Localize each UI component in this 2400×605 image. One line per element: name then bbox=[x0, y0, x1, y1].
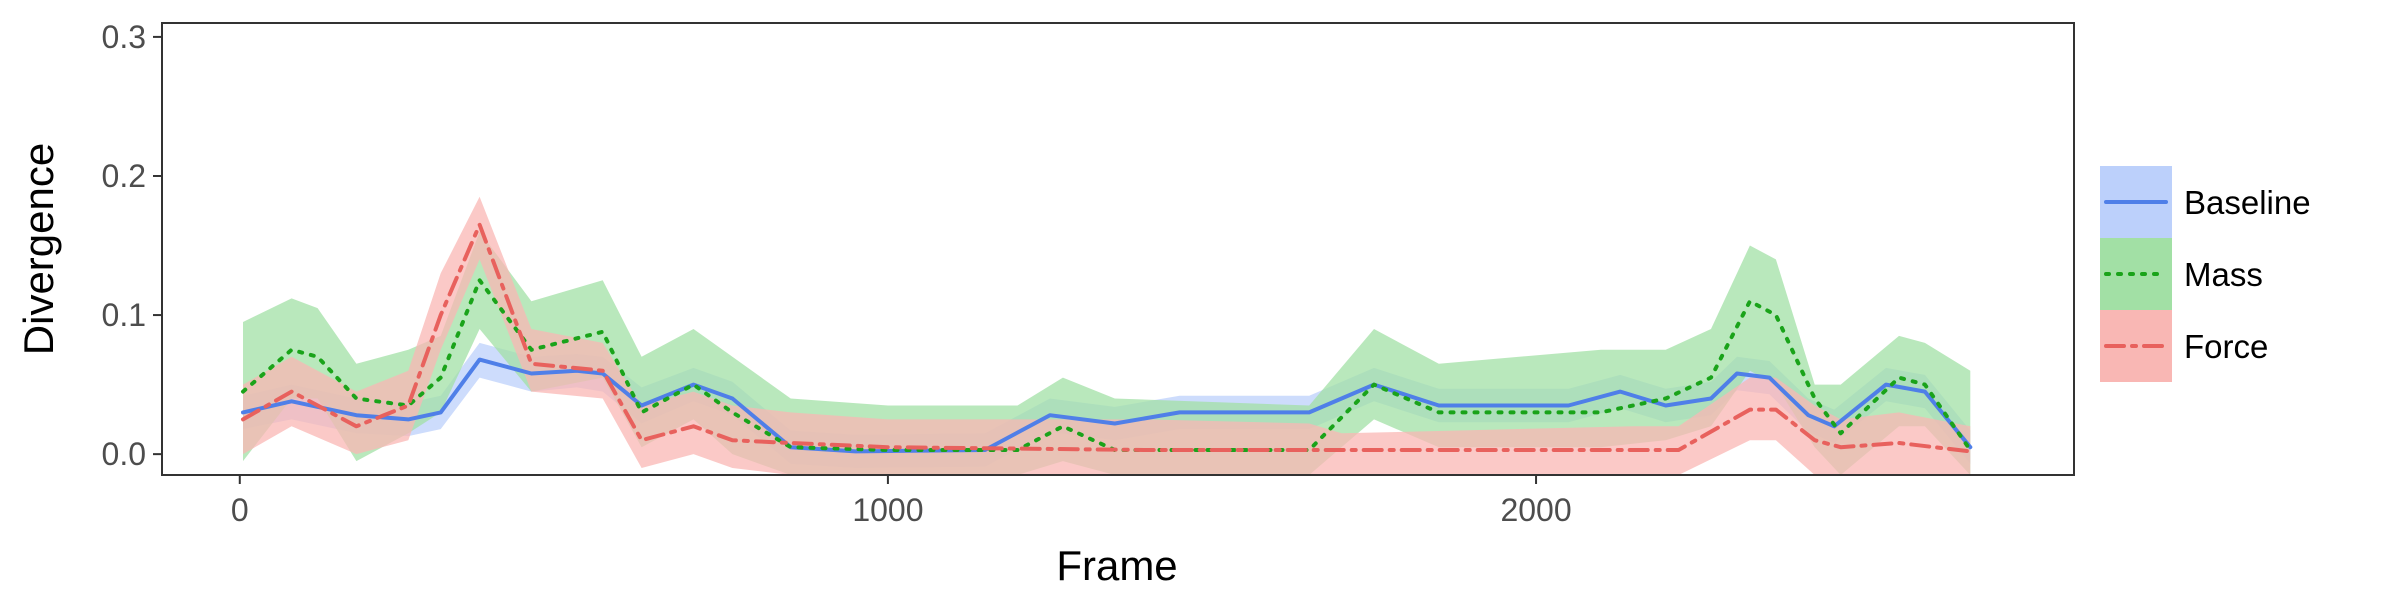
x-axis: 0 1000 2000 bbox=[231, 475, 1572, 528]
x-tick-label: 0 bbox=[231, 492, 249, 528]
y-tick-label: 0.1 bbox=[102, 297, 146, 333]
legend-item-mass: Mass bbox=[2100, 238, 2263, 310]
legend-item-baseline: Baseline bbox=[2100, 166, 2311, 238]
y-axis-title: Divergence bbox=[15, 143, 62, 355]
legend: Baseline Mass Force bbox=[2100, 166, 2311, 382]
x-axis-title: Frame bbox=[1056, 542, 1177, 589]
legend-label-force: Force bbox=[2184, 328, 2268, 365]
x-tick-label: 1000 bbox=[852, 492, 923, 528]
baseline-line bbox=[241, 357, 1973, 454]
y-tick-label: 0.2 bbox=[102, 158, 146, 194]
legend-label-mass: Mass bbox=[2184, 256, 2263, 293]
y-axis: 0.0 0.1 0.2 0.3 bbox=[102, 19, 162, 472]
legend-item-force: Force bbox=[2100, 310, 2268, 382]
mass-line bbox=[241, 278, 1973, 452]
legend-key-mass bbox=[2100, 238, 2172, 310]
force-line bbox=[241, 222, 1973, 454]
plot-panel-border bbox=[161, 22, 2075, 476]
y-tick-label: 0.0 bbox=[102, 436, 146, 472]
force-band bbox=[243, 196, 1971, 476]
y-tick-label: 0.3 bbox=[102, 19, 146, 55]
series-lines bbox=[241, 222, 1973, 454]
legend-label-baseline: Baseline bbox=[2184, 184, 2311, 221]
x-tick-label: 2000 bbox=[1500, 492, 1571, 528]
